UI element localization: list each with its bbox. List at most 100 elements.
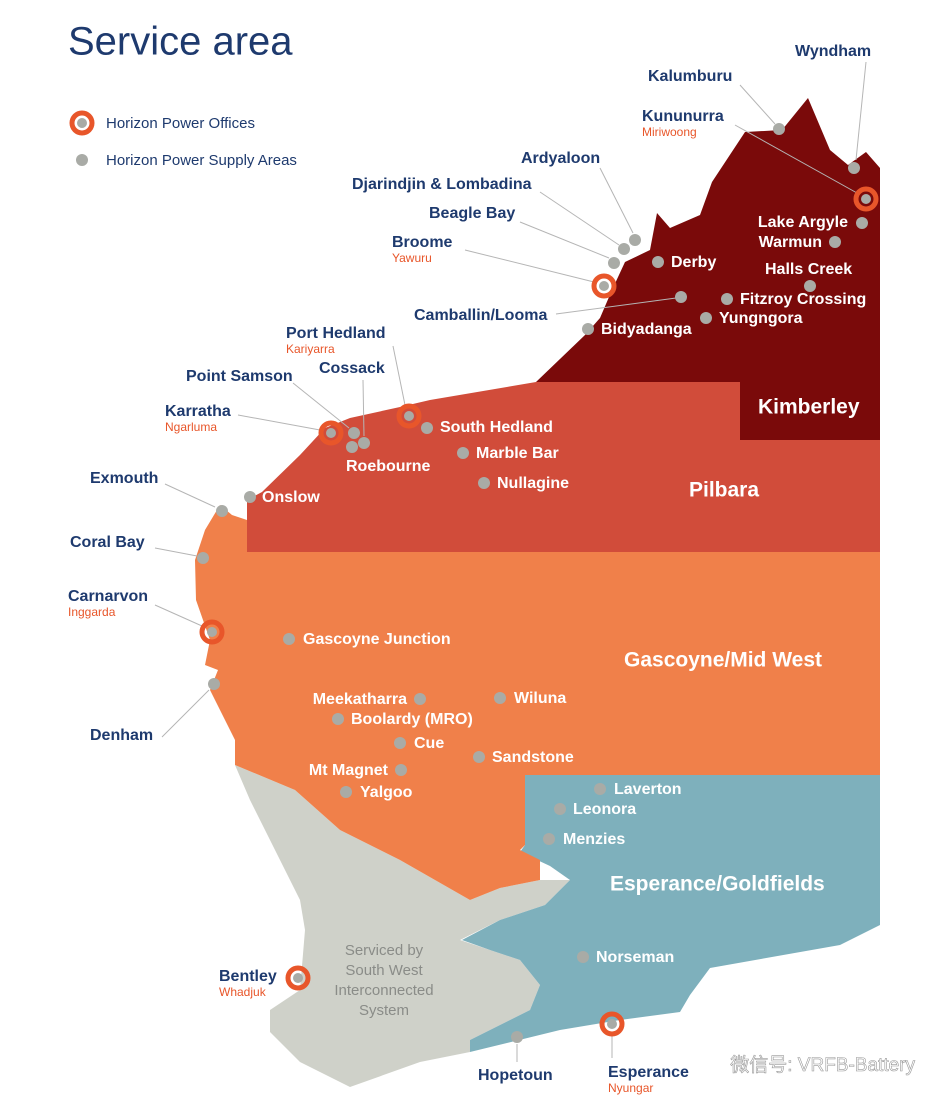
- supply-area-dot: [473, 751, 485, 763]
- supply-area-dot: [629, 234, 641, 246]
- supply-area-name: Point Samson: [186, 368, 293, 385]
- leader-line: [519, 221, 610, 259]
- supply-area-dot: [594, 783, 606, 795]
- watermark: 微信号: VRFB-Battery: [730, 1054, 915, 1076]
- supply-area-dot: [804, 280, 816, 292]
- supply-area-dot: [675, 291, 687, 303]
- leader-line: [292, 382, 350, 429]
- supply-area-name: Cue: [414, 735, 444, 752]
- office-dot: [326, 428, 336, 438]
- supply-area-dot: [494, 692, 506, 704]
- supply-area-name: Kalumburu: [648, 68, 732, 85]
- office-marker: [318, 420, 344, 446]
- supply-area-dot: [652, 256, 664, 268]
- supply-area-name: Coral Bay: [70, 534, 145, 551]
- supply-area-name: Warmun: [759, 234, 822, 251]
- office-marker: [599, 1011, 625, 1037]
- supply-area-name: Halls Creek: [765, 261, 852, 278]
- supply-area-dot: [457, 447, 469, 459]
- gascoyne-mid-west-area: [195, 505, 880, 900]
- supply-area-dot: [332, 713, 344, 725]
- legend-supply-areas: Horizon Power Supply Areas: [106, 152, 297, 169]
- supply-area-dot: [358, 437, 370, 449]
- supply-area-name: Yalgoo: [360, 784, 413, 801]
- supply-area-dot: [421, 422, 433, 434]
- leader-line: [464, 249, 595, 283]
- office-dot: [293, 973, 303, 983]
- supply-area-name: Wiluna: [514, 690, 566, 707]
- supply-area-name: Nullagine: [497, 475, 569, 492]
- legend-offices: Horizon Power Offices: [106, 115, 255, 132]
- office-dot: [607, 1019, 617, 1029]
- region-label: Esperance/Goldfields: [610, 873, 825, 896]
- office-local-name: Whadjuk: [219, 985, 267, 999]
- office-dot: [404, 411, 414, 421]
- office-dot: [599, 281, 609, 291]
- supply-area-name: Beagle Bay: [429, 205, 515, 222]
- office-name: Esperance: [608, 1064, 689, 1081]
- supply-area-dot: [543, 833, 555, 845]
- office-marker: [285, 965, 311, 991]
- supply-area-name: Leonora: [573, 801, 636, 818]
- supply-area-dot: [208, 678, 220, 690]
- supply-area-dot: [414, 693, 426, 705]
- supply-area-dot: [395, 764, 407, 776]
- leader-line: [362, 379, 365, 437]
- office-marker: [396, 403, 422, 429]
- supply-area-dot: [582, 323, 594, 335]
- supply-area-name: Lake Argyle: [758, 214, 848, 231]
- office-local-name: Inggarda: [68, 605, 116, 619]
- supply-area-name: Mt Magnet: [309, 762, 389, 779]
- supply-area-dot: [618, 243, 630, 255]
- supply-area-name: Fitzroy Crossing: [740, 291, 866, 308]
- leader-line: [734, 124, 858, 194]
- south-west-note: Serviced by: [345, 942, 424, 959]
- leader-line: [555, 297, 677, 315]
- office-name: Bentley: [219, 968, 277, 985]
- supply-area-dot: [721, 293, 733, 305]
- supply-area-dot: [511, 1031, 523, 1043]
- supply-area-dot: [829, 236, 841, 248]
- supply-area-name: Hopetoun: [478, 1067, 553, 1084]
- supply-area-name: Onslow: [262, 489, 320, 506]
- supply-area-dot: [608, 257, 620, 269]
- office-local-name: Miriwoong: [642, 125, 697, 139]
- south-west-note: South West: [345, 962, 423, 979]
- supply-area-name: South Hedland: [440, 419, 553, 436]
- supply-area-name: Marble Bar: [476, 445, 559, 462]
- supply-area-name: Meekatharra: [313, 691, 407, 708]
- supply-area-dot: [348, 427, 360, 439]
- region-label: Pilbara: [689, 479, 759, 502]
- kimberley-area: [536, 98, 880, 440]
- supply-area-name: Derby: [671, 254, 716, 271]
- leader-line: [161, 689, 210, 738]
- supply-area-name: Denham: [90, 727, 153, 744]
- office-name: Broome: [392, 234, 453, 251]
- south-west-area: [235, 765, 570, 1087]
- office-marker: [853, 186, 879, 212]
- supply-area-name: Roebourne: [346, 458, 431, 475]
- supply-area-name: Sandstone: [492, 749, 574, 766]
- leader-line: [392, 345, 406, 406]
- supply-area-name: Exmouth: [90, 470, 158, 487]
- south-west-note: System: [359, 1002, 409, 1019]
- south-west-note: Interconnected: [334, 982, 433, 999]
- office-dot: [207, 627, 217, 637]
- supply-area-dot: [700, 312, 712, 324]
- supply-area-dot: [346, 441, 358, 453]
- office-local-name: Ngarluma: [165, 420, 217, 434]
- leader-line: [154, 547, 198, 557]
- supply-area-dot: [478, 477, 490, 489]
- supply-area-name: Djarindjin & Lombadina: [352, 176, 532, 193]
- supply-area-name: Norseman: [596, 949, 674, 966]
- supply-area-dot: [340, 786, 352, 798]
- supply-area-name: Yungngora: [719, 310, 803, 327]
- region-label: Kimberley: [758, 396, 860, 419]
- office-local-name: Nyungar: [608, 1081, 653, 1095]
- legend-office-icon-dot: [77, 118, 87, 128]
- leader-line: [237, 414, 321, 431]
- office-name: Port Hedland: [286, 325, 386, 342]
- supply-area-dot: [856, 217, 868, 229]
- supply-area-name: Bidyadanga: [601, 321, 692, 338]
